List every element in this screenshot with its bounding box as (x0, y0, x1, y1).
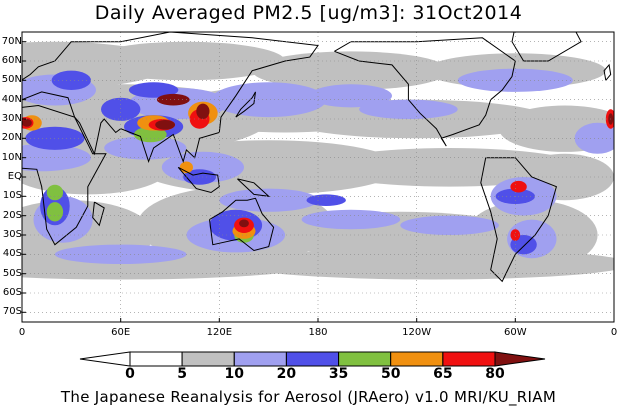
pm25-patch-grey (252, 51, 450, 90)
colorbar-segment-20 (285, 351, 339, 367)
pm25-patch-darkred (22, 119, 32, 127)
colorbar-level-label: 80 (485, 366, 505, 382)
colorbar-segment-5 (181, 351, 235, 367)
coastlines (22, 32, 612, 283)
colorbar-segment-65 (442, 351, 496, 367)
colorbar-segment-35 (338, 351, 392, 367)
pm25-patch-darkred (155, 120, 176, 130)
colorbar-segment-0 (129, 351, 183, 367)
coastline-north-america (334, 37, 516, 147)
lon-tick-label: 60W (504, 327, 527, 338)
coastline-greenland (511, 32, 582, 62)
pm25-patch-green (46, 184, 64, 201)
map-title: Daily Averaged PM2.5 [ug/m3]: 31Oct2014 (94, 2, 523, 24)
colorbar-level-label: 65 (433, 366, 453, 382)
coastline-africa (22, 104, 107, 246)
lat-tick-label: 30N (1, 113, 22, 124)
colorbar-right-arrow (494, 351, 546, 367)
pm25-patch-green (46, 202, 64, 222)
pm25-patch-blue (128, 82, 179, 98)
coastline-indonesia (177, 166, 220, 194)
lat-tick-label: 30S (2, 229, 22, 240)
lat-tick-label: EQ (7, 171, 22, 182)
pm25-patch-darkred (196, 103, 210, 120)
coastline-new-guinea (237, 178, 271, 197)
pm25-patch-darkred (156, 93, 190, 106)
coastline-uk (603, 63, 612, 81)
colorbar-left-arrow (79, 351, 131, 367)
colorbar (79, 351, 546, 367)
axis-ticks (21, 41, 615, 322)
coastline-australia (209, 197, 275, 252)
lat-tick-label: 60N (1, 55, 22, 66)
lon-tick-label: 60E (111, 327, 131, 338)
lat-tick-label: 60S (2, 287, 22, 298)
pm25-patch-lightblue (359, 99, 458, 120)
lat-tick-label: 40S (2, 248, 22, 260)
pm25-patch-red (510, 229, 521, 241)
pm25-patch-blue (101, 97, 141, 121)
pm25-patch-lightblue (400, 215, 499, 235)
pm25-patch-red (510, 180, 527, 193)
lon-tick-label: 180 (308, 327, 328, 338)
colorbar-level-label: 35 (328, 366, 349, 382)
lon-tick-label: 120W (402, 327, 432, 338)
lat-tick-label: 10N (1, 151, 22, 163)
credit-line: The Japanese Reanalysis for Aerosol (JRA… (60, 388, 557, 406)
pm25-patch-darkred (239, 219, 249, 228)
pm25-patch-grey (285, 99, 549, 139)
lon-tick-label: 120E (206, 327, 233, 338)
colorbar-level-label: 0 (125, 366, 135, 382)
coastline-madagascar (92, 201, 105, 227)
pm25-patch-lightblue (22, 144, 91, 172)
pm25-patch-lightblue (54, 244, 187, 264)
pm25-patch-grey (235, 248, 614, 280)
lat-tick-label: 10S (2, 190, 22, 202)
coastline-south-america (480, 157, 558, 283)
lon-tick-label: 0 (610, 327, 617, 338)
pm25-patch-lightblue (219, 188, 318, 212)
colorbar-level-label: 5 (177, 366, 188, 382)
lat-tick-label: 20S (2, 209, 22, 221)
pm25-patch-lightblue (309, 84, 392, 108)
coastline-europe-asia (22, 32, 319, 164)
lat-tick-label: 50N (1, 74, 22, 86)
pm25-patch-blue (306, 194, 346, 206)
pm25-patch-lightblue (301, 209, 401, 230)
pm25-patch-lightblue (211, 82, 327, 118)
colorbar-level-label: 20 (276, 366, 297, 382)
lat-tick-label: 50S (2, 267, 22, 279)
graticule (22, 32, 614, 322)
colorbar-level-label: 10 (224, 366, 245, 382)
pm25-patch-blue (183, 169, 217, 185)
lat-tick-label: 40N (1, 93, 22, 105)
colorbar-level-label: 50 (380, 366, 401, 382)
lat-tick-label: 20N (1, 132, 22, 144)
lat-tick-label: 70S (2, 306, 22, 318)
lon-tick-label: 0 (18, 327, 26, 338)
coastline-japan (235, 91, 256, 118)
colorbar-segment-10 (233, 351, 287, 367)
colorbar-segment-50 (390, 351, 444, 367)
pm25-patch-blue (51, 70, 91, 91)
pm25-patch-lightblue (104, 136, 187, 160)
lat-tick-label: 70N (1, 35, 22, 47)
concentration-fields (22, 41, 614, 280)
